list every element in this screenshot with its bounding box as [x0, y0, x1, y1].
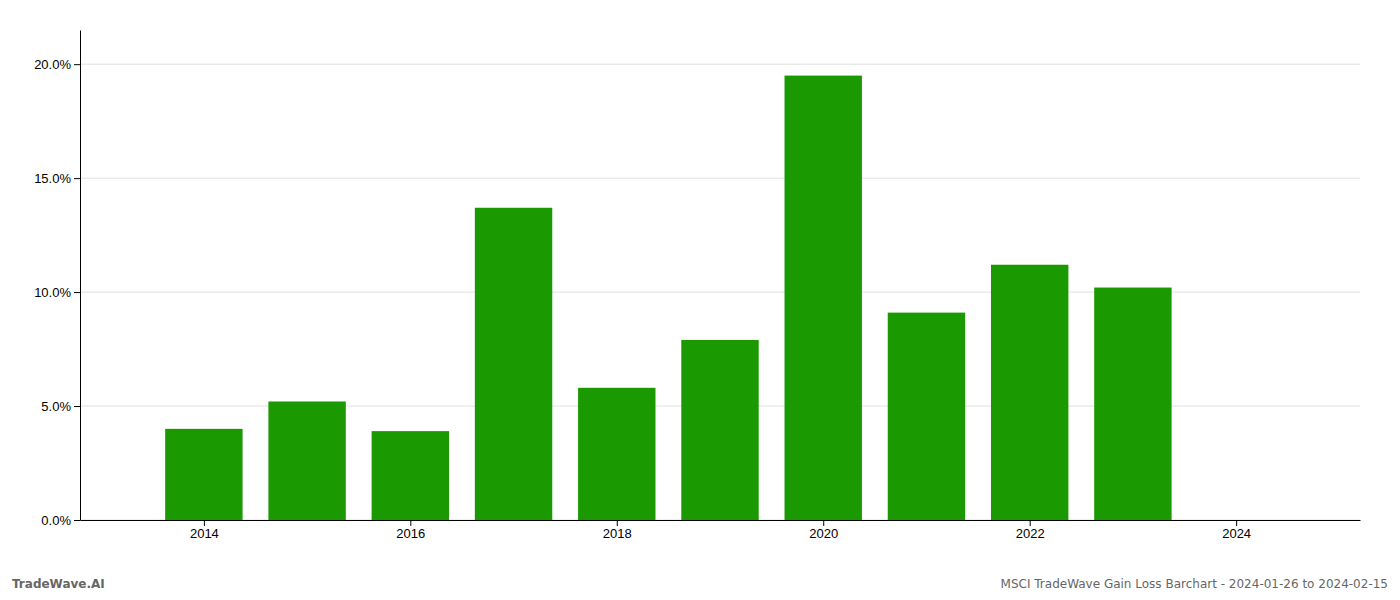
- y-axis: 0.0% 5.0% 10.0% 15.0% 20.0%: [34, 31, 80, 528]
- y-tick-mark: [74, 64, 80, 65]
- grid: [80, 64, 1360, 520]
- plot: 0.0%5.0%10.0%15.0%20.0%20142016201820202…: [34, 31, 1360, 542]
- y-tick-mark: [74, 292, 80, 293]
- y-tick-label: 20.0%: [34, 57, 71, 72]
- y-tick-mark: [74, 520, 80, 521]
- x-tick: 2016: [396, 520, 425, 541]
- y-tick: 15.0%: [34, 171, 80, 186]
- x-tick-mark: [823, 520, 824, 526]
- bar: [888, 313, 965, 520]
- y-tick-mark: [74, 406, 80, 407]
- x-tick-mark: [1236, 520, 1237, 526]
- y-tick-label: 15.0%: [34, 171, 71, 186]
- bar: [268, 401, 345, 520]
- x-tick-mark: [1030, 520, 1031, 526]
- x-tick: 2018: [603, 520, 632, 541]
- x-axis-line: [81, 520, 1361, 521]
- x-tick-mark: [410, 520, 411, 526]
- grid-line: [80, 178, 1360, 179]
- y-tick-mark: [74, 178, 80, 179]
- bar: [372, 431, 449, 520]
- y-tick: 0.0%: [41, 513, 80, 528]
- y-axis-line: [80, 31, 81, 521]
- x-tick-label: 2024: [1222, 526, 1251, 541]
- bar: [578, 388, 655, 520]
- y-tick-label: 5.0%: [41, 399, 71, 414]
- x-tick: 2022: [1016, 520, 1045, 541]
- chart: 0.0%5.0%10.0%15.0%20.0%20142016201820202…: [0, 0, 1400, 600]
- y-tick: 20.0%: [34, 57, 80, 72]
- bar: [165, 429, 242, 520]
- footer-left: TradeWave.AI: [12, 577, 105, 591]
- bar: [475, 208, 552, 520]
- x-tick: 2020: [809, 520, 838, 541]
- x-tick: 2014: [190, 520, 219, 541]
- x-tick-label: 2018: [603, 526, 632, 541]
- bar: [1094, 288, 1171, 520]
- footer-right: MSCI TradeWave Gain Loss Barchart - 2024…: [1001, 577, 1388, 591]
- y-tick-label: 0.0%: [41, 513, 71, 528]
- grid-line: [80, 64, 1360, 65]
- bar: [681, 340, 758, 520]
- x-tick-label: 2020: [809, 526, 838, 541]
- bar: [785, 76, 862, 520]
- x-tick-label: 2016: [396, 526, 425, 541]
- x-tick: 2024: [1222, 520, 1251, 541]
- bars: [165, 76, 1171, 520]
- x-tick-label: 2014: [190, 526, 219, 541]
- x-tick-mark: [204, 520, 205, 526]
- y-tick: 10.0%: [34, 285, 80, 300]
- x-axis: 2014 2016 2018 2020 2022 2024: [81, 520, 1361, 541]
- x-tick-label: 2022: [1016, 526, 1045, 541]
- y-tick: 5.0%: [41, 399, 80, 414]
- y-tick-label: 10.0%: [34, 285, 71, 300]
- bar: [991, 265, 1068, 520]
- x-tick-mark: [617, 520, 618, 526]
